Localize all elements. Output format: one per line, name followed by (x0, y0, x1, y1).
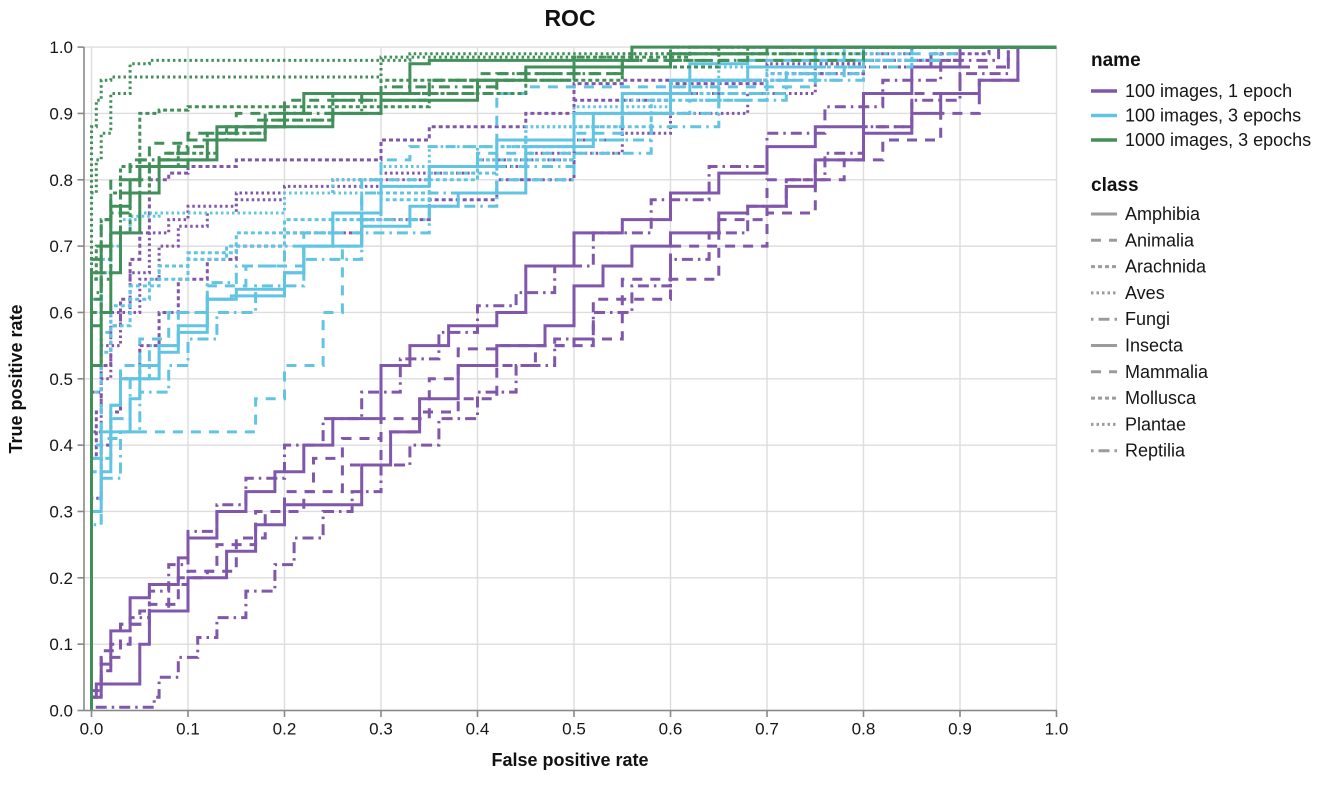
roc-curve (90, 45, 1057, 711)
x-tick-label: 0.7 (755, 720, 779, 739)
roc-curves (90, 45, 1057, 711)
x-tick-label: 0.5 (562, 720, 586, 739)
legend-class-label: Insecta (1125, 336, 1184, 356)
y-axis-title: True positive rate (6, 304, 26, 453)
legend-class-label: Mollusca (1125, 388, 1197, 408)
legend-name-label: 100 images, 1 epoch (1125, 81, 1292, 101)
legend-class-label: Mammalia (1125, 362, 1209, 382)
y-tick-label: 1.0 (49, 38, 73, 57)
legend-name-label: 100 images, 3 epochs (1125, 106, 1301, 126)
legend-class-label: Animalia (1125, 230, 1195, 250)
legend-name-items: 100 images, 1 epoch 100 images, 3 epochs 1… (1091, 81, 1311, 150)
y-tick-label: 0.7 (49, 237, 73, 256)
x-tick-label: 0.3 (369, 720, 393, 739)
x-tick-label: 0.1 (176, 720, 200, 739)
x-axis-title: False positive rate (491, 750, 648, 770)
roc-curve (90, 45, 1057, 711)
roc-curve (90, 45, 1057, 711)
tick-labels: 0.0 0.1 0.2 0.3 0.4 0.5 0.6 0.7 0.8 0.9 1.0 0.0 0.1 0… (49, 38, 1068, 738)
y-tick-label: 0.6 (49, 303, 73, 322)
x-tick-label: 1.0 (1045, 720, 1069, 739)
y-tick-label: 0.3 (49, 502, 73, 521)
x-tick-label: 0.6 (659, 720, 683, 739)
y-tick-label: 0.4 (49, 436, 73, 455)
roc-curve (90, 45, 1057, 711)
axes (77, 46, 1058, 717)
legend-class-title: class (1091, 175, 1139, 196)
x-tick-label: 0.4 (466, 720, 490, 739)
legend-name-label: 1000 images, 3 epochs (1125, 130, 1311, 150)
roc-curve (90, 45, 1057, 711)
roc-curve (90, 45, 1057, 711)
legend-class-label: Plantae (1125, 414, 1186, 434)
roc-curve (90, 45, 1057, 711)
y-tick-label: 0.2 (49, 569, 73, 588)
y-tick-label: 0.0 (49, 702, 73, 721)
y-tick-label: 0.9 (49, 104, 73, 123)
legend-class-label: Amphibia (1125, 204, 1201, 224)
y-tick-label: 0.8 (49, 171, 73, 190)
roc-curve (90, 45, 1057, 711)
x-tick-label: 0.2 (273, 720, 297, 739)
roc-curve (90, 45, 1057, 711)
legend-class-label: Arachnida (1125, 257, 1207, 277)
legend: name 100 images, 1 epoch 100 images, 3 ep… (1091, 50, 1311, 461)
y-tick-label: 0.1 (49, 635, 73, 654)
roc-curve (90, 45, 1057, 711)
roc-curve (90, 45, 1057, 711)
legend-name-title: name (1091, 50, 1141, 71)
roc-curve (90, 45, 1057, 711)
roc-curve (90, 45, 1057, 711)
y-tick-label: 0.5 (49, 370, 73, 389)
legend-class-label: Aves (1125, 283, 1165, 303)
roc-curve (90, 45, 1057, 711)
legend-class-label: Reptilia (1125, 441, 1186, 461)
legend-class-label: Fungi (1125, 309, 1170, 329)
legend-class-items: Amphibia Animalia Arachnida Aves Fungi Insect… (1091, 204, 1209, 461)
x-tick-label: 0.0 (80, 720, 104, 739)
chart-title: ROC (544, 5, 595, 31)
x-tick-label: 0.9 (948, 720, 972, 739)
x-tick-label: 0.8 (852, 720, 876, 739)
